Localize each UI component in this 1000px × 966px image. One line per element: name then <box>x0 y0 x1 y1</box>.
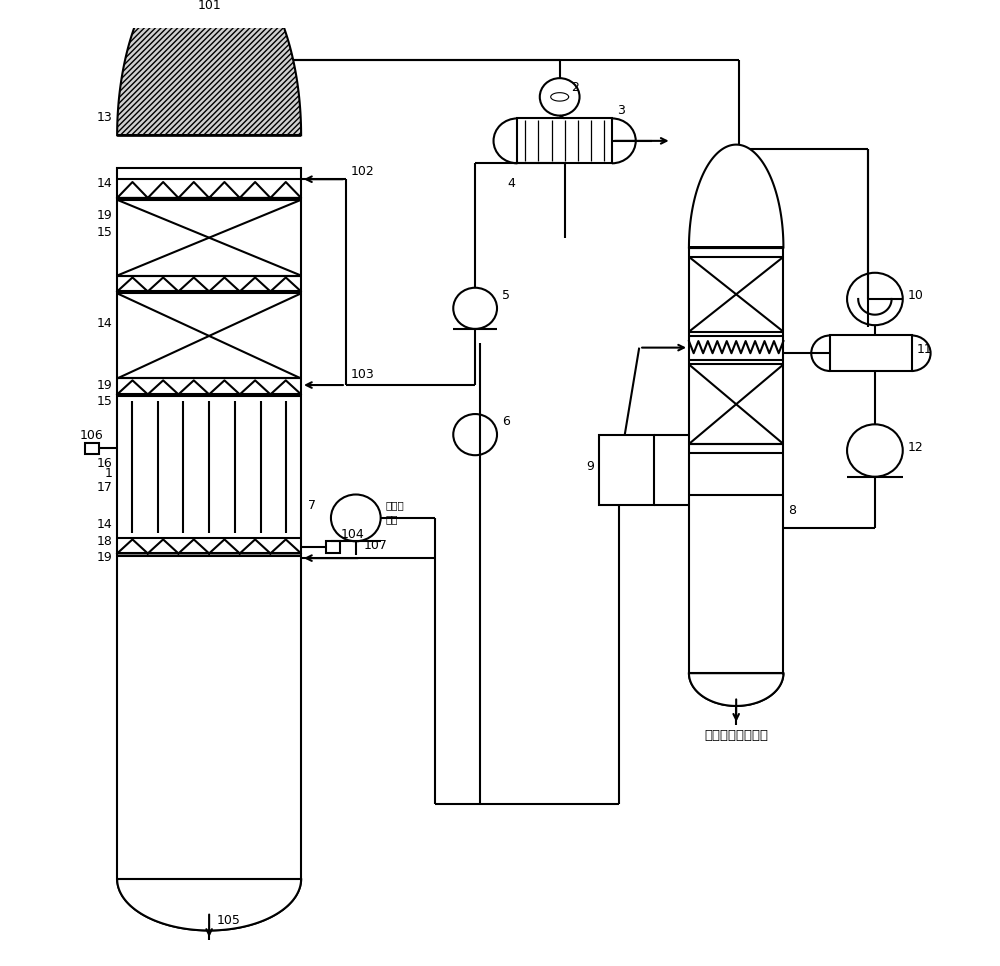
Bar <box>117 168 301 879</box>
Text: 10: 10 <box>908 289 924 302</box>
Text: 101: 101 <box>197 0 221 12</box>
Bar <box>830 335 912 371</box>
Text: 11: 11 <box>917 343 932 356</box>
Text: 原料: 原料 <box>386 515 398 525</box>
Text: 19: 19 <box>96 210 112 222</box>
Text: 9: 9 <box>587 460 594 472</box>
Text: 19: 19 <box>96 379 112 392</box>
Text: 2: 2 <box>572 81 579 95</box>
Text: 6: 6 <box>502 415 510 428</box>
Text: 15: 15 <box>96 395 112 408</box>
Bar <box>326 541 340 553</box>
Text: 4: 4 <box>507 177 515 189</box>
Text: 15: 15 <box>96 226 112 240</box>
Text: 13: 13 <box>96 111 112 125</box>
Text: 104: 104 <box>341 527 365 541</box>
Bar <box>517 119 612 163</box>
Text: 成品（三聚甲醛）: 成品（三聚甲醛） <box>704 728 768 742</box>
Text: 1: 1 <box>104 467 112 480</box>
Bar <box>689 247 783 673</box>
Text: 17: 17 <box>96 481 112 494</box>
Bar <box>599 435 654 505</box>
Text: 3: 3 <box>617 103 625 117</box>
Text: 107: 107 <box>364 539 388 552</box>
Text: 102: 102 <box>351 164 375 178</box>
Polygon shape <box>117 0 301 135</box>
Text: 16: 16 <box>96 457 112 470</box>
Text: 18: 18 <box>96 535 112 548</box>
Text: 废水和: 废水和 <box>386 500 404 511</box>
Polygon shape <box>117 879 301 930</box>
Polygon shape <box>689 145 783 247</box>
Text: 106: 106 <box>79 429 103 441</box>
Text: 7: 7 <box>308 498 316 512</box>
Text: 14: 14 <box>96 177 112 189</box>
Bar <box>85 442 99 454</box>
Text: 12: 12 <box>908 440 923 453</box>
Text: 8: 8 <box>788 504 796 517</box>
Text: 14: 14 <box>96 518 112 531</box>
Text: 103: 103 <box>351 367 375 381</box>
Text: 5: 5 <box>502 289 510 302</box>
Text: 105: 105 <box>217 914 241 927</box>
Text: 19: 19 <box>96 551 112 564</box>
Polygon shape <box>689 673 783 706</box>
Text: 14: 14 <box>96 317 112 330</box>
